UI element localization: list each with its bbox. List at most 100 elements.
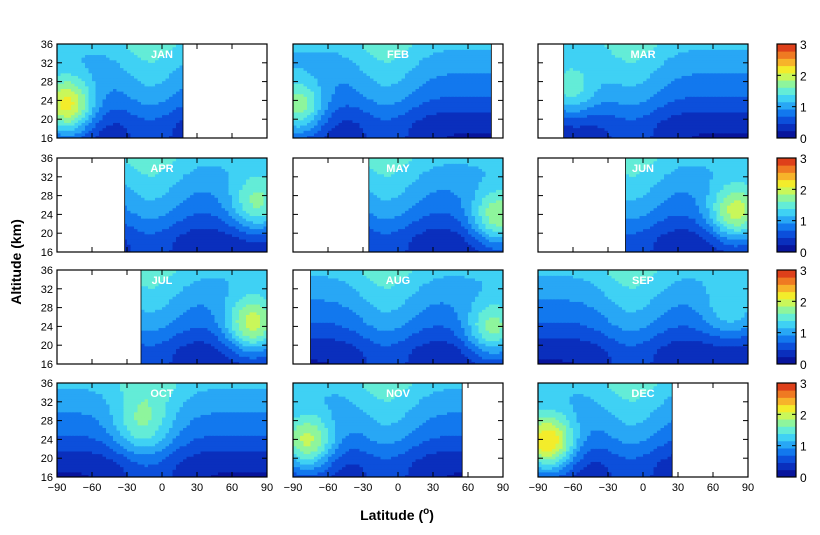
colorbar-swatch bbox=[777, 277, 796, 285]
contour-field bbox=[141, 270, 267, 364]
colorbar: 0 1 2 3 bbox=[776, 152, 807, 260]
month-label: NOV bbox=[386, 388, 411, 400]
panel-apr: APR 16 20 24 28 32 36 bbox=[41, 153, 268, 259]
x-tick-label: 60 bbox=[707, 482, 719, 494]
panel-nov: NOV −90 −60 −30 0 30 60 90 bbox=[284, 382, 509, 494]
panel-sep: SEP bbox=[537, 269, 749, 365]
colorbar: 0 1 2 3 bbox=[776, 377, 807, 485]
month-label: JUL bbox=[152, 275, 173, 287]
y-tick-label: 16 bbox=[41, 247, 53, 259]
y-tick-label: 36 bbox=[41, 378, 53, 390]
colorbar-swatch bbox=[777, 455, 796, 463]
x-tick-label: 90 bbox=[261, 482, 273, 494]
colorbar-swatch bbox=[777, 448, 796, 456]
y-tick-label: 20 bbox=[41, 114, 53, 126]
x-tick-label: −60 bbox=[564, 482, 583, 494]
x-tick-label: 90 bbox=[497, 482, 509, 494]
x-tick-label: −90 bbox=[284, 482, 303, 494]
colorbar-tick-label: 3 bbox=[800, 152, 807, 166]
colorbar-swatch bbox=[777, 87, 796, 96]
colorbar-swatch bbox=[777, 72, 796, 81]
y-tick-label: 24 bbox=[41, 209, 53, 221]
colorbar-tick-label: 3 bbox=[800, 38, 807, 52]
colorbar-swatch bbox=[777, 335, 796, 343]
colorbar-swatch bbox=[777, 356, 796, 365]
y-tick-label: 28 bbox=[41, 303, 53, 315]
colorbar-swatch bbox=[777, 469, 796, 478]
colorbar-swatch bbox=[777, 158, 796, 166]
colorbar-swatch bbox=[777, 237, 796, 246]
colorbar-swatch bbox=[777, 179, 796, 188]
colorbar-tick-label: 1 bbox=[800, 101, 807, 115]
colorbar-swatch bbox=[777, 201, 796, 210]
contour-field bbox=[124, 158, 267, 252]
colorbar-swatch bbox=[777, 462, 796, 471]
colorbar-swatch bbox=[777, 230, 796, 238]
colorbar-swatch bbox=[777, 306, 796, 314]
colorbar-tick-label: 0 bbox=[800, 246, 807, 260]
colorbar: 0 1 2 3 bbox=[776, 264, 807, 372]
x-tick-label: −60 bbox=[319, 482, 338, 494]
colorbar-swatch bbox=[777, 291, 796, 300]
contour-field bbox=[57, 44, 183, 138]
y-tick-label: 24 bbox=[41, 434, 53, 446]
y-tick-label: 16 bbox=[41, 359, 53, 371]
x-tick-label: 90 bbox=[742, 482, 754, 494]
colorbar-tick-label: 3 bbox=[800, 377, 807, 391]
colorbar-swatch bbox=[777, 397, 796, 406]
colorbar-swatch bbox=[777, 433, 796, 442]
x-axis-label: Latitude (o) bbox=[360, 506, 434, 523]
panel-aug: AUG bbox=[292, 269, 504, 365]
month-label: APR bbox=[150, 163, 173, 175]
colorbar-swatch bbox=[777, 284, 796, 293]
colorbar-swatch bbox=[777, 298, 796, 307]
y-tick-label: 36 bbox=[41, 265, 53, 277]
month-label: MAR bbox=[630, 49, 655, 61]
colorbar-swatch bbox=[777, 130, 796, 139]
panel-mar: MAR bbox=[537, 43, 749, 139]
colorbar-swatch bbox=[777, 80, 796, 88]
y-tick-label: 32 bbox=[41, 397, 53, 409]
y-tick-label: 28 bbox=[41, 191, 53, 203]
month-label: JUN bbox=[632, 163, 654, 175]
contour-field bbox=[293, 44, 492, 138]
month-label: AUG bbox=[386, 275, 410, 287]
colorbar-swatch bbox=[777, 342, 796, 350]
colorbar-swatch bbox=[777, 101, 796, 110]
colorbar-swatch bbox=[777, 419, 796, 427]
colorbar-swatch bbox=[777, 270, 796, 278]
x-tick-label: −30 bbox=[354, 482, 373, 494]
colorbar-swatch bbox=[777, 194, 796, 202]
y-tick-label: 24 bbox=[41, 95, 53, 107]
y-tick-label: 16 bbox=[41, 133, 53, 145]
y-tick-label: 36 bbox=[41, 39, 53, 51]
y-tick-label: 36 bbox=[41, 153, 53, 165]
y-tick-label: 24 bbox=[41, 321, 53, 333]
panel-jan: JAN 16 20 24 28 32 36 bbox=[41, 39, 268, 145]
colorbar-tick-label: 2 bbox=[800, 408, 807, 422]
contour-field bbox=[625, 158, 748, 252]
y-tick-label: 20 bbox=[41, 453, 53, 465]
colorbar-swatch bbox=[777, 440, 796, 449]
month-label: FEB bbox=[387, 49, 409, 61]
month-label: OCT bbox=[150, 388, 174, 400]
colorbar-tick-label: 0 bbox=[800, 358, 807, 372]
colorbar-swatch bbox=[777, 186, 796, 195]
colorbar-swatch bbox=[777, 116, 796, 124]
contour-field bbox=[310, 270, 503, 364]
colorbar-swatch bbox=[777, 109, 796, 117]
colorbar-swatch bbox=[777, 426, 796, 435]
colorbar-tick-label: 2 bbox=[800, 295, 807, 309]
contour-field bbox=[57, 383, 267, 477]
x-tick-label: 0 bbox=[395, 482, 401, 494]
x-tick-label: −60 bbox=[83, 482, 102, 494]
month-label: MAY bbox=[386, 163, 410, 175]
y-tick-label: 20 bbox=[41, 340, 53, 352]
panel-dec: DEC −90 −60 −30 0 30 60 90 bbox=[529, 382, 754, 494]
colorbar-swatch bbox=[777, 383, 796, 391]
colorbar-tick-label: 3 bbox=[800, 264, 807, 278]
contour-field bbox=[538, 383, 673, 477]
x-tick-label: −90 bbox=[529, 482, 548, 494]
month-label: DEC bbox=[631, 388, 654, 400]
